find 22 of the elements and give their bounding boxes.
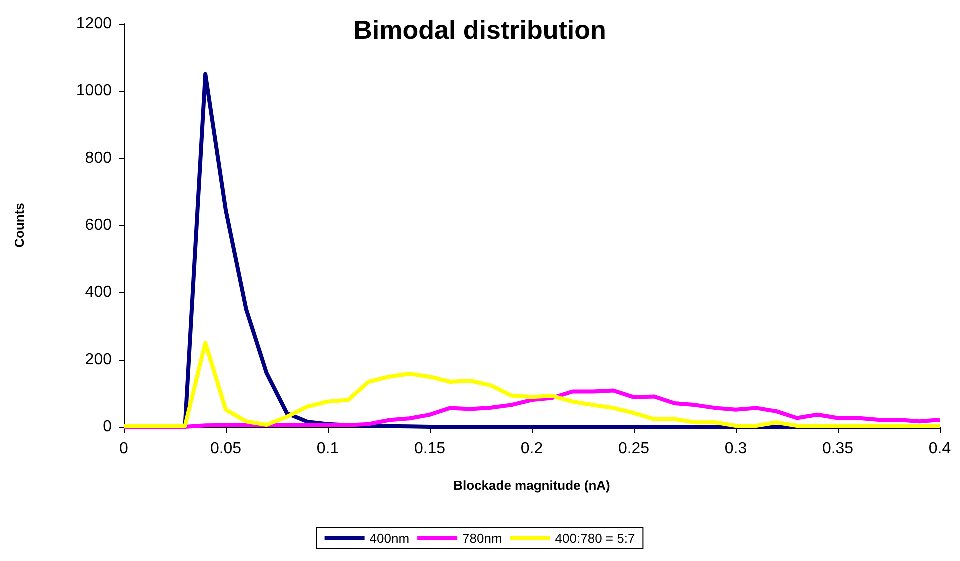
y-tick-label: 200 bbox=[85, 351, 112, 368]
y-tick-label: 600 bbox=[85, 217, 112, 234]
y-tick-label: 800 bbox=[85, 150, 112, 167]
x-tick-label: 0.05 bbox=[210, 440, 242, 458]
x-tick-label: 0.2 bbox=[520, 440, 544, 458]
x-tick-label: 0 bbox=[120, 440, 129, 458]
y-axis-title: Counts bbox=[12, 203, 27, 248]
legend-label: 780nm bbox=[462, 531, 502, 546]
x-axis-title: Blockade magnitude (nA) bbox=[454, 478, 610, 493]
x-tick-label: 0.35 bbox=[822, 440, 854, 458]
chart-title: Bimodal distribution bbox=[354, 15, 606, 45]
x-tick-label: 0.1 bbox=[316, 440, 340, 458]
x-tick-label: 0.4 bbox=[928, 440, 952, 458]
y-tick-label: 1200 bbox=[76, 16, 112, 32]
x-tick-label: 0.3 bbox=[724, 440, 748, 458]
x-tick-label: 0.25 bbox=[618, 440, 650, 458]
y-tick-label: 400 bbox=[85, 284, 112, 302]
legend-label: 400nm bbox=[370, 531, 410, 546]
x-tick-label: 0.15 bbox=[414, 440, 446, 458]
y-tick-label: 0 bbox=[103, 418, 112, 436]
legend-label: 400:780 = 5:7 bbox=[555, 531, 636, 546]
y-tick-label: 1000 bbox=[76, 82, 112, 100]
